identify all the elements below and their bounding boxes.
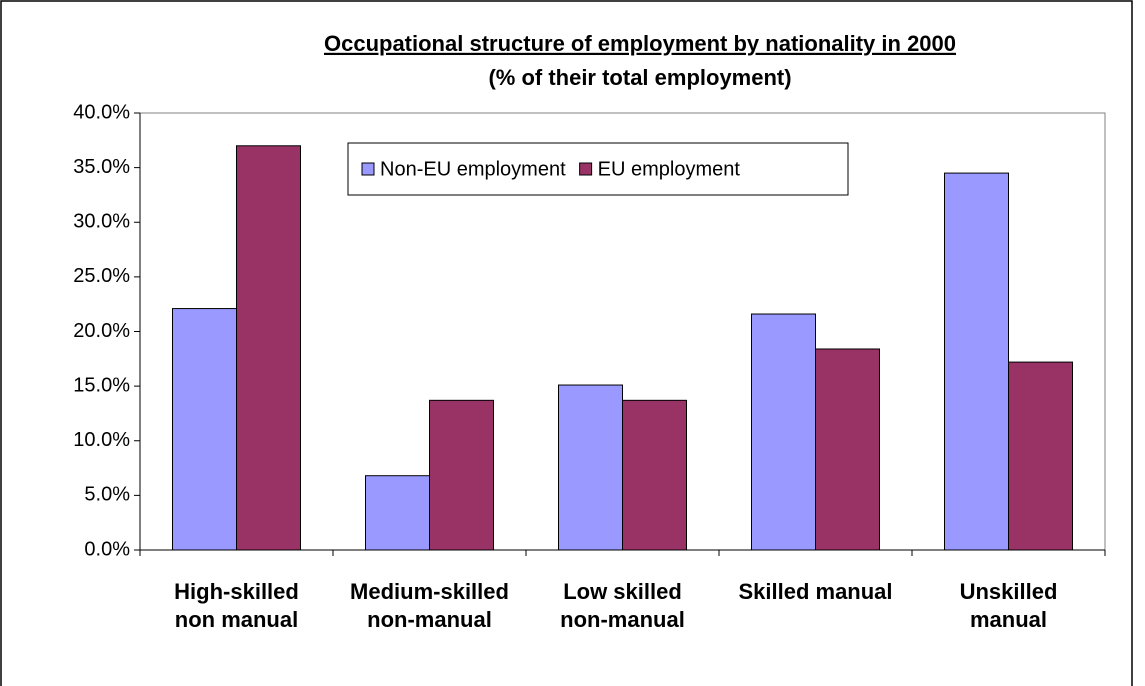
y-tick-label: 30.0%	[73, 211, 130, 233]
bar	[751, 313, 816, 551]
chart-title: Occupational structure of employment by …	[324, 31, 956, 56]
bar	[172, 308, 237, 551]
bar	[944, 172, 1009, 551]
x-tick-label: High-skilled non manual	[174, 579, 299, 632]
x-tick-label: Low skilled non-manual	[560, 579, 685, 632]
legend-label: Non-EU employment	[380, 158, 566, 180]
legend-swatch	[579, 162, 593, 176]
legend-swatch	[361, 162, 375, 176]
y-tick-label: 5.0%	[84, 484, 130, 506]
y-tick-label: 0.0%	[84, 538, 130, 560]
y-tick-label: 25.0%	[73, 265, 130, 287]
chart-subtitle: (% of their total employment)	[488, 65, 791, 90]
bar	[236, 145, 301, 551]
bar	[365, 475, 430, 551]
y-tick-label: 40.0%	[73, 101, 130, 123]
legend-label: EU employment	[598, 158, 741, 180]
bar	[558, 384, 623, 551]
x-tick-label: Skilled manual	[738, 579, 893, 604]
x-tick-label: Unskilled manual	[959, 579, 1058, 632]
bar	[429, 399, 494, 551]
bar	[815, 348, 880, 551]
bar	[1008, 361, 1073, 551]
y-tick-label: 20.0%	[73, 320, 130, 342]
y-tick-label: 10.0%	[73, 429, 130, 451]
y-tick-label: 15.0%	[73, 374, 130, 396]
legend-box	[347, 142, 849, 196]
x-tick-label: Medium-skilled non-manual	[350, 579, 509, 632]
bar	[622, 399, 687, 551]
y-tick-label: 35.0%	[73, 156, 130, 178]
